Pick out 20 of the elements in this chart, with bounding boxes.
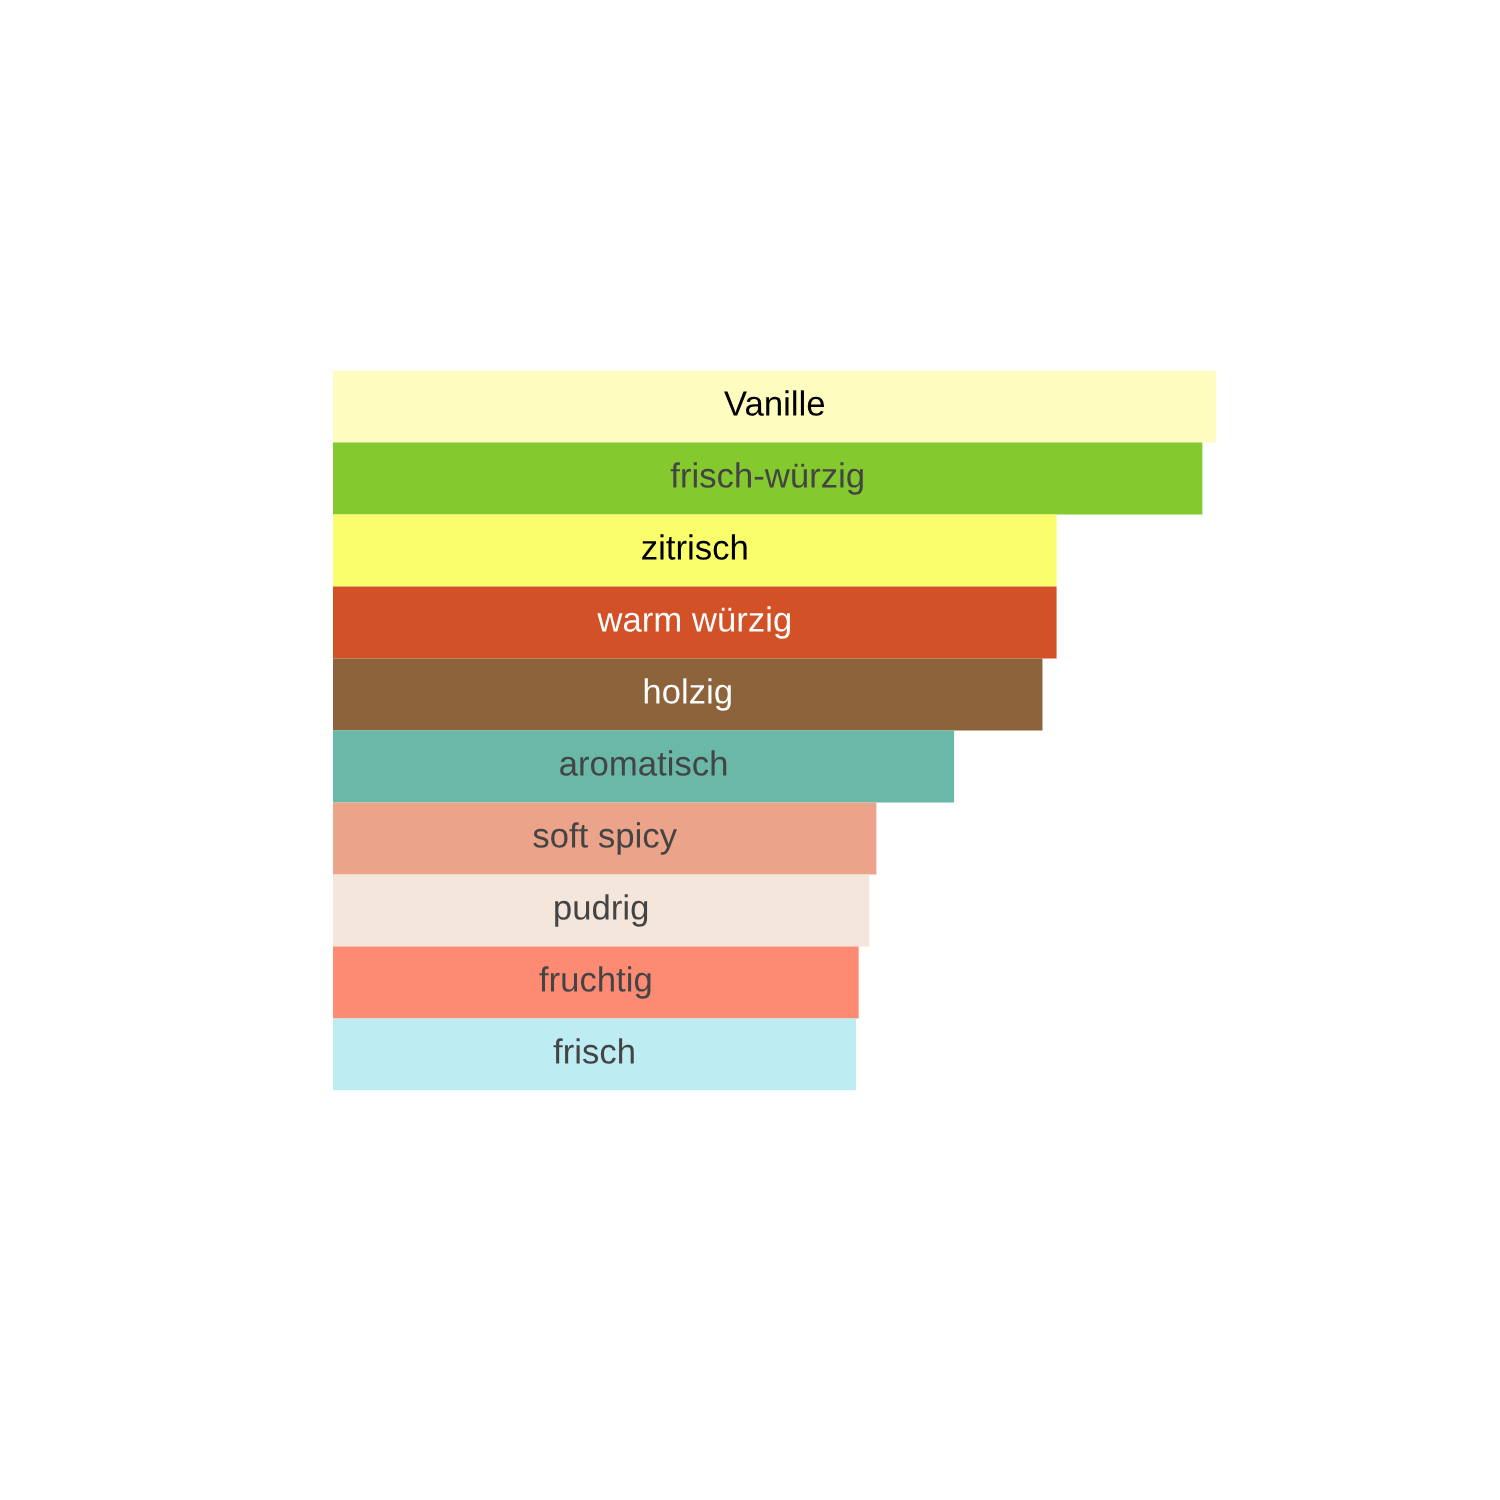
y-tick-label: zitrisch — [642, 534, 747, 560]
bar — [333, 730, 955, 803]
y-tick-label: pudrig — [555, 894, 648, 927]
bar — [333, 370, 1217, 443]
bar — [333, 946, 859, 1019]
y-tick-label: frisch-würzig — [670, 462, 863, 495]
bar — [333, 442, 1203, 515]
y-tick-label: aromatisch — [560, 750, 727, 776]
y-tick-label: frisch — [553, 1038, 634, 1064]
bar — [333, 874, 870, 947]
y-tick-label: soft spicy — [533, 822, 677, 855]
bar — [333, 802, 877, 875]
y-tick-label: holzig — [644, 678, 731, 711]
bar — [333, 1018, 857, 1091]
y-tick-label: fruchtig — [539, 966, 651, 999]
y-tick-label: warm würzig — [597, 606, 790, 639]
bar — [333, 658, 1043, 731]
bar — [333, 514, 1057, 587]
bar — [333, 586, 1057, 659]
y-tick-label: Vanille — [724, 390, 825, 416]
